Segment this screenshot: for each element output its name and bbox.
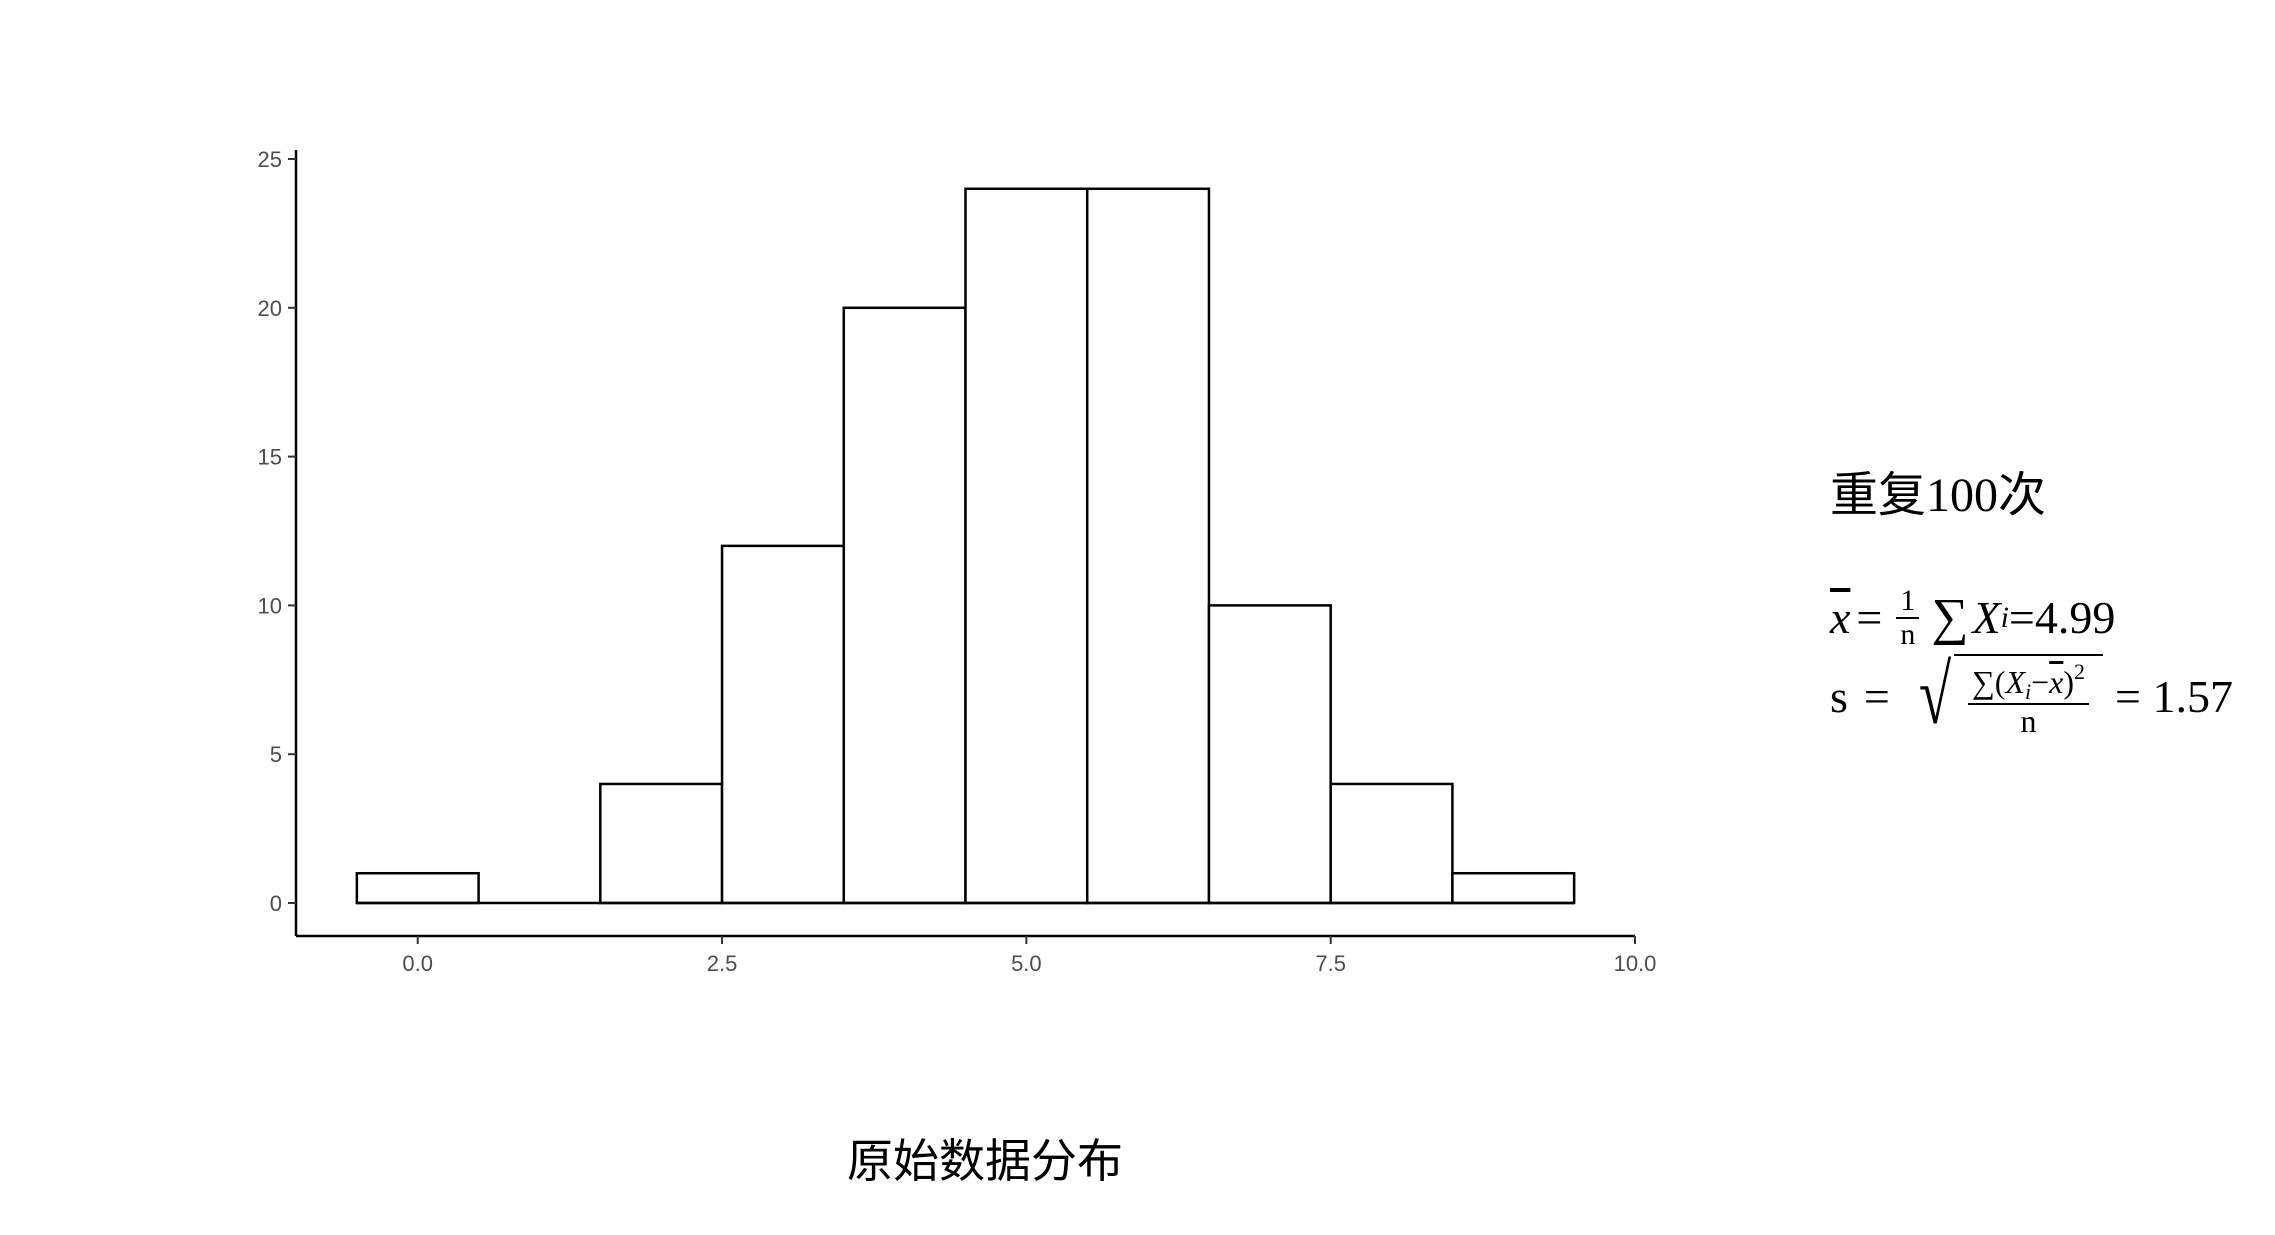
y-tick-label: 5 <box>270 742 282 767</box>
mean-symbol: x <box>1830 592 1851 643</box>
bars-group <box>355 187 1576 905</box>
stats-title: 重复100次 <box>1830 469 2047 522</box>
x-tick-label: 2.5 <box>707 951 738 976</box>
histogram-chart: 0 5 10 15 20 25 0.0 2.5 5.0 7.5 10.0 <box>258 147 1657 976</box>
histogram-bar <box>1207 604 1332 905</box>
sqrt-body: ∑(Xi−x)2 n <box>1953 654 2104 740</box>
sd-symbol: s <box>1830 670 1848 722</box>
sd-equals: = <box>1863 670 1890 722</box>
x-tick-label: 5.0 <box>1011 951 1042 976</box>
histogram-bar <box>1451 871 1576 905</box>
mean-result: =4.99 <box>2008 592 2116 643</box>
y-tick-label: 0 <box>270 891 282 916</box>
sd-fraction: ∑(Xi−x)2 n <box>1967 659 2090 740</box>
sd-inner-close: ) <box>2063 664 2075 700</box>
x-ticks-group: 0.0 2.5 5.0 7.5 10.0 <box>402 936 1656 976</box>
sd-sum-open: ∑( <box>1971 664 2006 700</box>
mean-frac-den: n <box>1900 617 1916 651</box>
mean-formula: x = 1 n ∑ X i =4.99 <box>1830 585 2270 650</box>
histogram-bar <box>720 544 846 905</box>
sd-frac-num: ∑(Xi−x)2 <box>1967 659 2090 706</box>
sd-inner-pow: 2 <box>2074 659 2086 684</box>
mean-frac-num: 1 <box>1896 585 1920 619</box>
histogram-bar <box>1085 187 1211 905</box>
y-tick-label: 15 <box>258 445 282 470</box>
y-tick-label: 20 <box>258 296 282 321</box>
x-tick-label: 0.0 <box>402 951 433 976</box>
y-tick-label: 25 <box>258 147 282 172</box>
sd-result: = 1.57 <box>2115 670 2233 722</box>
chart-caption: 原始数据分布 <box>847 1134 1123 1188</box>
sqrt-sign: √ ∑(Xi−x)2 n <box>1912 649 2104 742</box>
y-ticks-group: 0 5 10 15 20 25 <box>258 147 296 916</box>
histogram-bar <box>1329 782 1454 905</box>
sd-frac-den: n <box>2020 703 2037 740</box>
mean-fraction: 1 n <box>1896 585 1920 651</box>
histogram-bar <box>842 306 967 905</box>
stats-panel: 重复100次 x = 1 n ∑ X i =4.99 s = √ ∑(Xi−x)… <box>1830 455 2270 739</box>
x-tick-label: 7.5 <box>1315 951 1346 976</box>
mean-equals: = <box>1856 592 1883 643</box>
radical-icon: √ <box>1918 649 1952 742</box>
histogram-bar <box>355 871 480 905</box>
sd-inner-var: X <box>2005 664 2025 700</box>
sd-inner-minus: − <box>2031 664 2050 700</box>
sd-inner-xbar: x <box>2049 664 2064 700</box>
mean-var: X <box>1972 592 2001 643</box>
y-tick-label: 10 <box>258 593 282 618</box>
sd-formula: s = √ ∑(Xi−x)2 n = 1.57 <box>1830 654 2270 739</box>
sd-inner-sub: i <box>2024 679 2032 704</box>
histogram-bar <box>964 187 1089 905</box>
x-tick-label: 10.0 <box>1614 951 1657 976</box>
histogram-bar <box>599 782 724 905</box>
mean-sub: i <box>2000 600 2009 634</box>
mean-sum-sign: ∑ <box>1931 589 1969 646</box>
